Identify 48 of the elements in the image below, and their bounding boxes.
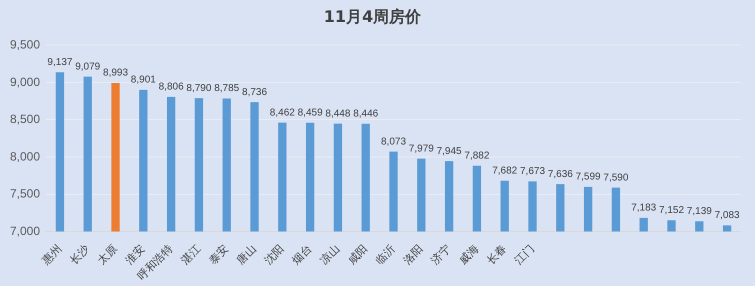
data-label: 7,682 — [492, 165, 518, 176]
y-tick-label: 7,500 — [10, 186, 40, 201]
y-tick-label: 7,000 — [10, 224, 40, 238]
data-label: 8,790 — [186, 82, 212, 94]
data-label: 8,459 — [298, 108, 324, 119]
data-label: 7,882 — [464, 150, 490, 162]
x-tick-label: 惠州 — [38, 242, 64, 268]
y-tick-label: 8,500 — [10, 112, 40, 126]
data-label: 8,446 — [353, 108, 379, 120]
data-label: 9,137 — [47, 57, 73, 68]
x-tick-label: 凉山 — [317, 242, 342, 268]
x-tick-label: 江门 — [512, 242, 537, 268]
data-label: 7,979 — [408, 143, 434, 154]
data-label: 7,673 — [520, 166, 546, 178]
data-label: 7,636 — [548, 168, 574, 180]
data-label: 8,462 — [270, 107, 296, 118]
x-tick-label: 沈阳 — [262, 242, 287, 268]
x-tick-label: 咸阳 — [345, 242, 370, 268]
x-tick-label: 泰安 — [206, 242, 231, 268]
data-label: 8,901 — [130, 74, 156, 86]
x-tick-label: 临沂 — [373, 242, 398, 268]
x-tick-label: 洛阳 — [402, 243, 426, 268]
data-label: 8,785 — [214, 83, 240, 94]
data-label: 8,993 — [103, 68, 128, 79]
data-label: 8,073 — [381, 136, 406, 148]
y-tick-label: 9,500 — [10, 38, 40, 52]
data-label: 7,152 — [658, 204, 684, 216]
chart-title: 11月4周房价 — [324, 6, 422, 26]
data-label: 9,079 — [75, 61, 101, 72]
y-tick-label: 9,000 — [10, 74, 40, 89]
data-label: 8,448 — [325, 108, 351, 120]
x-tick-label: 威海 — [456, 242, 482, 268]
x-tick-label: 长春 — [484, 242, 509, 268]
x-tick-label: 唐山 — [234, 242, 259, 268]
data-label: 7,183 — [631, 202, 657, 214]
data-label: 8,806 — [158, 82, 184, 93]
x-tick-label: 太原 — [95, 242, 120, 268]
data-label: 7,139 — [686, 206, 712, 217]
x-tick-label: 烟台 — [290, 242, 314, 268]
data-label: 7,599 — [576, 172, 602, 183]
data-label: 7,945 — [436, 146, 462, 157]
y-tick-label: 8,000 — [10, 149, 40, 164]
x-tick-label: 湛江 — [178, 242, 204, 268]
data-label: 7,590 — [603, 172, 629, 184]
x-tick-label: 长沙 — [67, 242, 92, 268]
x-tick-label: 济宁 — [428, 242, 454, 268]
data-label: 8,736 — [242, 86, 268, 98]
data-label: 7,083 — [714, 210, 740, 222]
